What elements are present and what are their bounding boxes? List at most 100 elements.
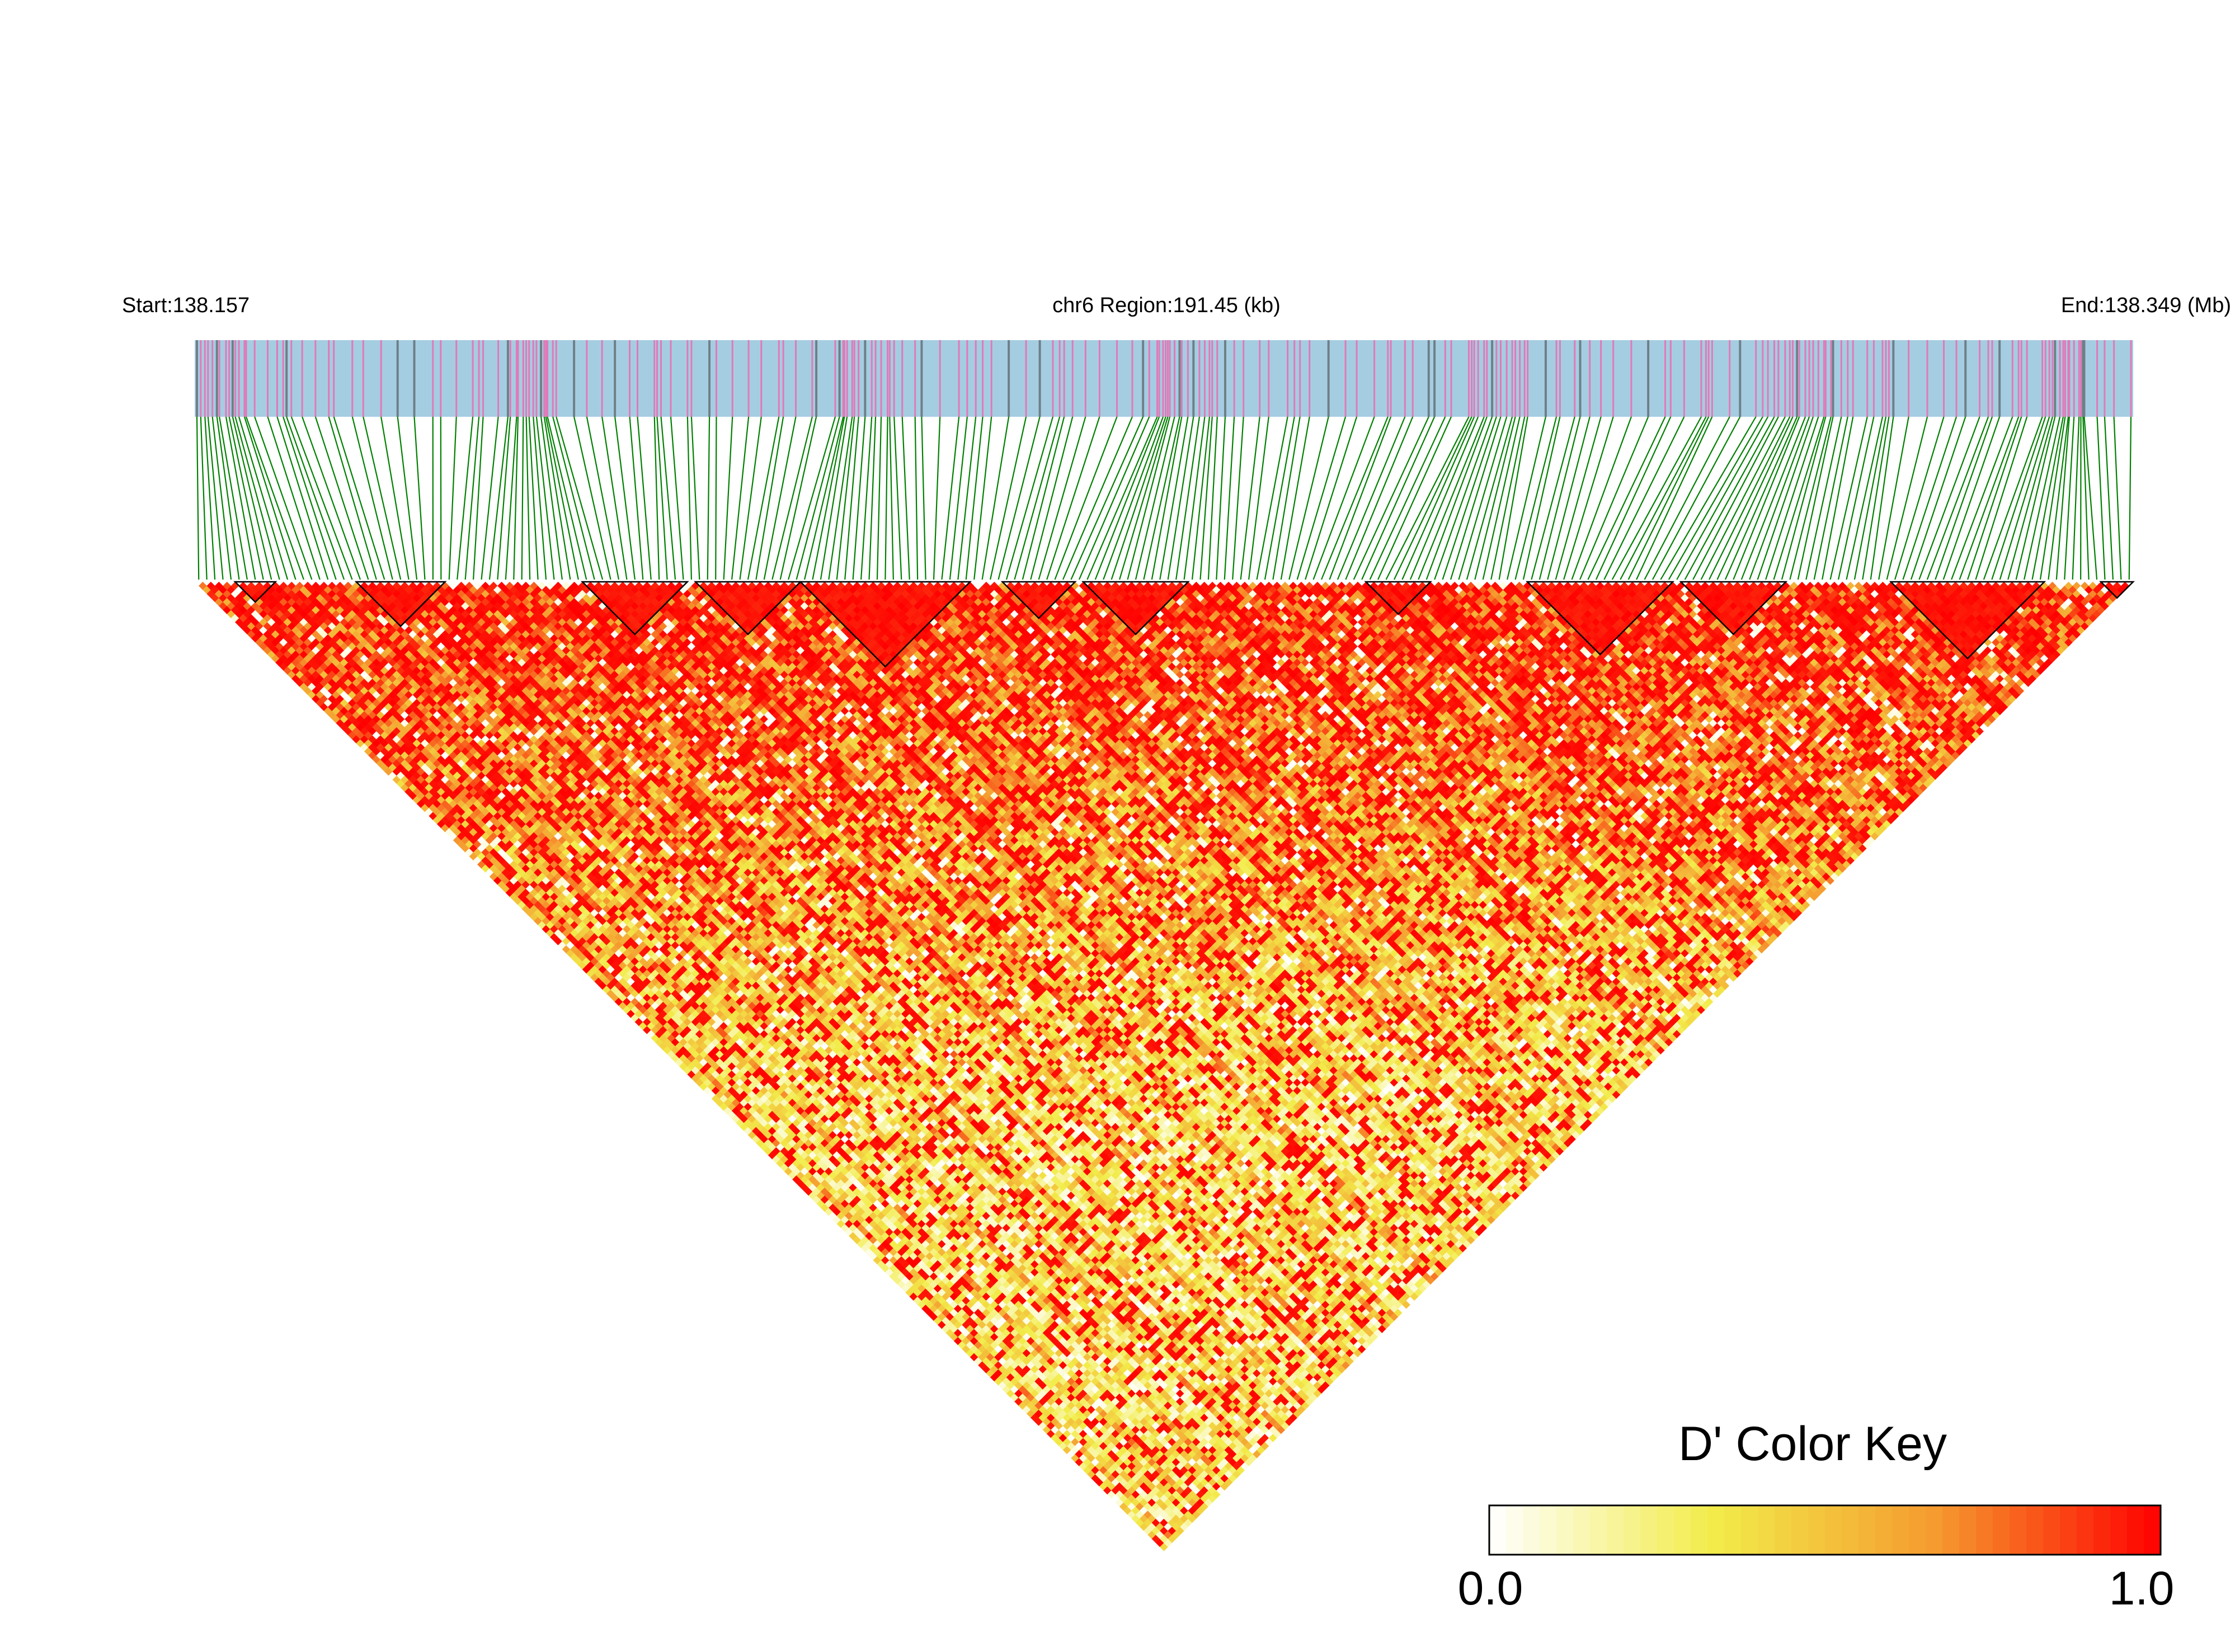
snp-connector [1507, 416, 1547, 580]
snp-connector [314, 416, 369, 580]
snp-connector [276, 416, 329, 580]
snp-connector [614, 416, 636, 580]
snp-connector [1805, 416, 1842, 580]
snp-connector [586, 416, 620, 580]
snp-connector [1579, 416, 1649, 580]
snp-connector [1143, 416, 1180, 580]
snp-connector [1054, 416, 1118, 580]
snp-connector [1272, 416, 1301, 580]
snp-connector [2072, 416, 2080, 580]
snp-connector [1369, 416, 1446, 580]
snp-connector [216, 416, 240, 580]
snp-connector [941, 416, 960, 580]
snp-connector [820, 416, 848, 580]
snp-connector [1636, 416, 1713, 580]
snp-connector [1232, 416, 1244, 580]
snp-connector [1716, 416, 1794, 580]
snp-connector [1740, 416, 1806, 580]
snp-connector [573, 416, 611, 580]
snp-connector [254, 416, 313, 580]
snp-connector [1361, 416, 1436, 580]
snp-connector [1458, 416, 1508, 580]
snp-connector [1175, 416, 1201, 580]
snp-connector [1248, 416, 1269, 580]
snp-connector [1846, 416, 1884, 580]
snp-connector [723, 416, 733, 580]
snp-connector [1603, 416, 1685, 580]
snp-connector [889, 416, 894, 580]
snp-connector [788, 416, 836, 580]
snp-connector [973, 416, 992, 580]
snp-connector [1070, 416, 1144, 580]
snp-connector [1482, 416, 1521, 580]
snp-connector [448, 416, 457, 580]
snp-connector [2024, 416, 2061, 580]
snp-connector [1813, 416, 1848, 580]
snp-connector [1910, 416, 1966, 580]
snp-connector [1611, 416, 1702, 580]
snp-connector [472, 416, 484, 580]
snp-connector [1966, 416, 2022, 580]
snp-connector [540, 416, 563, 580]
snp-connector [1959, 416, 2020, 580]
snp-connector [464, 416, 480, 580]
snp-connector [1111, 416, 1166, 580]
snp-connector [1078, 416, 1150, 580]
snp-connector [397, 416, 418, 580]
snp-connector [2031, 416, 2064, 580]
snp-connector [1135, 416, 1175, 580]
snp-connector [1620, 416, 1707, 580]
snp-connector [1312, 416, 1375, 580]
snp-connector [1668, 416, 1763, 580]
snp-connector [670, 416, 684, 580]
snp-connector [481, 416, 499, 580]
snp-connector [1353, 416, 1429, 580]
snp-connector [1014, 416, 1061, 580]
snp-connector [844, 416, 859, 580]
snp-connector [328, 416, 377, 580]
snp-connector [1531, 416, 1575, 580]
snp-connector [1337, 416, 1406, 580]
snp-connector [1983, 416, 2043, 580]
snp-connector [812, 416, 845, 580]
snp-connector [1377, 416, 1452, 580]
snp-connector [1522, 416, 1561, 580]
snp-connector [1926, 416, 1989, 580]
snp-position-bar [195, 340, 2133, 417]
snp-connector [601, 416, 628, 580]
snp-connector [1514, 416, 1558, 580]
snp-connector [2048, 416, 2069, 580]
snp-connector [552, 416, 595, 580]
snp-connector [219, 416, 248, 580]
snp-connector [290, 416, 353, 580]
snp-connector [1450, 416, 1502, 580]
snp-connector [981, 416, 1010, 580]
snp-connector [1627, 416, 1710, 580]
snp-connector [1345, 416, 1414, 580]
snp-connector [1329, 416, 1392, 580]
snp-connector [629, 416, 644, 580]
snp-connector [1935, 416, 1993, 580]
snp-connector [876, 416, 882, 580]
snp-connector [1442, 416, 1497, 580]
snp-connector [533, 416, 547, 580]
snp-connector [2039, 416, 2066, 580]
snp-connector [2015, 416, 2056, 580]
snp-connector [755, 416, 784, 580]
snp-connector [901, 416, 910, 580]
snp-connector [933, 416, 941, 580]
snp-connector [2082, 416, 2090, 580]
snp-connector [547, 416, 587, 580]
snp-connector [990, 416, 1027, 580]
snp-connector [1563, 416, 1614, 580]
snp-connector [1127, 416, 1171, 580]
snp-connector [1999, 416, 2050, 580]
region-label: chr6 Region:191.45 (kb) [1052, 294, 1281, 317]
snp-connector [1434, 416, 1493, 580]
snp-connector [1902, 416, 1958, 580]
snp-connector [1207, 416, 1218, 580]
snp-connector [1595, 416, 1672, 580]
snp-connector [1644, 416, 1730, 580]
snp-connector [1305, 416, 1358, 580]
